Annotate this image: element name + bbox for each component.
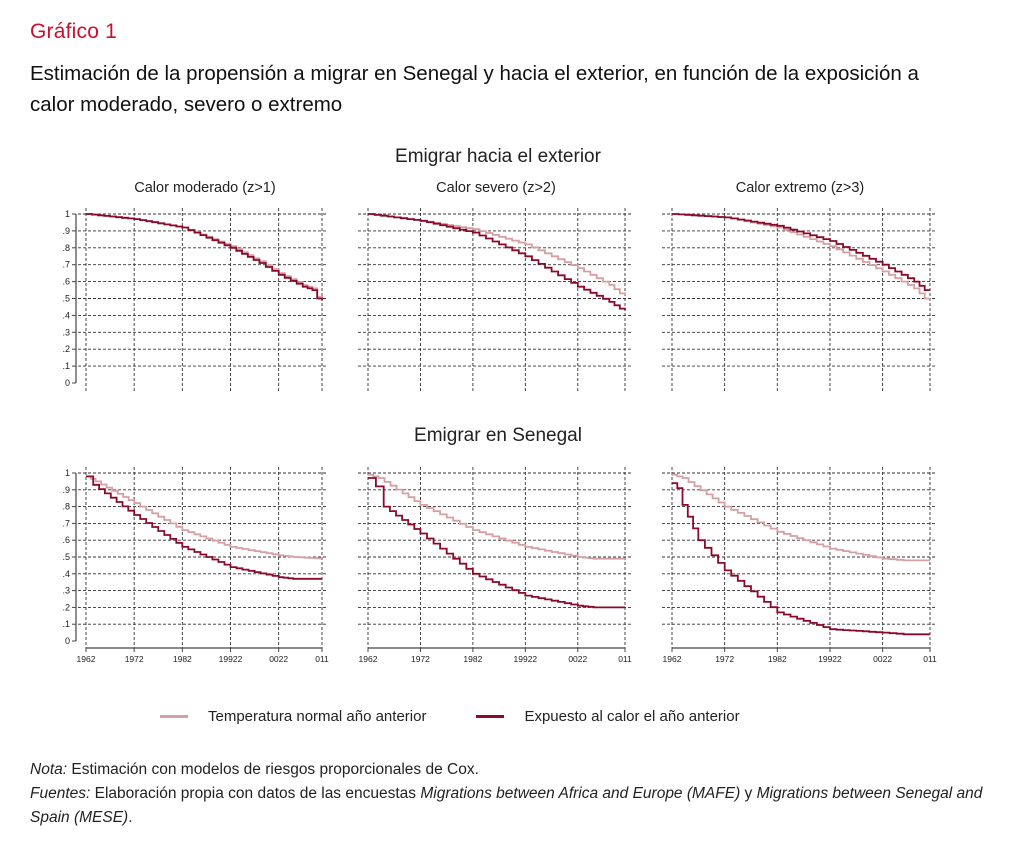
series-line-exposed	[368, 477, 625, 609]
series-line-normal	[672, 473, 930, 562]
sources-text: Elaboración propia con datos de las encu…	[90, 785, 421, 802]
legend-swatch-normal	[160, 715, 188, 718]
section-title-senegal: Emigrar en Senegal	[414, 425, 582, 446]
y-tick-label: .3	[62, 327, 70, 337]
legend-item-normal: Temperatura normal año anterior	[160, 708, 426, 725]
x-tick-label: 19922	[219, 654, 243, 664]
y-tick-label: 0	[65, 636, 70, 646]
series-line-normal	[86, 213, 323, 299]
section-title-exterior: Emigrar hacia el exterior	[395, 146, 601, 167]
note-line: Nota: Estimación con modelos de riesgos …	[30, 758, 990, 782]
y-tick-label: .9	[62, 226, 70, 236]
y-tick-label: .2	[62, 344, 70, 354]
x-tick-label: 0022	[269, 654, 288, 664]
y-tick-label: .7	[62, 518, 70, 528]
x-tick-label: 19922	[514, 654, 538, 664]
legend-label-normal: Temperatura normal año anterior	[208, 708, 427, 725]
x-tick-label: 1982	[768, 654, 787, 664]
panel-title-extreme: Calor extremo (z>3)	[735, 180, 865, 196]
sources-line: Fuentes: Elaboración propia con datos de…	[30, 782, 990, 830]
series-line-normal	[368, 473, 625, 560]
figure-number: Gráfico 1	[30, 20, 117, 43]
sources-text: y	[740, 785, 757, 802]
panel-title-moderate: Calor moderado (z>1)	[134, 180, 276, 196]
x-tick-label: 1962	[77, 654, 96, 664]
y-tick-label: .1	[62, 619, 70, 629]
x-tick-label: 1972	[715, 654, 734, 664]
x-tick-label: 1972	[125, 654, 144, 664]
y-tick-label: .8	[62, 243, 70, 253]
series-line-normal	[368, 213, 626, 296]
x-tick-label: 0022	[568, 654, 587, 664]
note-label: Nota:	[30, 761, 68, 778]
legend: Temperatura normal año anterior Expuesto…	[160, 708, 790, 725]
series-line-normal	[86, 475, 323, 560]
y-tick-label: .3	[62, 586, 70, 596]
sources-survey-mafe: Migrations between Africa and Europe (MA…	[420, 785, 741, 802]
x-tick-label: 1982	[463, 654, 482, 664]
legend-label-exposed: Expuesto al calor el año anterior	[524, 708, 740, 725]
figure-title: Estimación de la propensión a migrar en …	[30, 62, 919, 116]
y-tick-label: .7	[62, 260, 70, 270]
sources-text: .	[128, 809, 133, 826]
legend-item-exposed: Expuesto al calor el año anterior	[476, 708, 740, 725]
sources-label: Fuentes:	[30, 785, 91, 802]
note-text: Estimación con modelos de riesgos propor…	[67, 761, 479, 778]
y-tick-label: .2	[62, 602, 70, 612]
y-tick-label: .5	[62, 552, 70, 562]
y-tick-label: .6	[62, 277, 70, 287]
notes: Nota: Estimación con modelos de riesgos …	[30, 758, 990, 830]
y-tick-label: 1	[65, 468, 70, 478]
x-tick-label: 011	[315, 654, 329, 664]
series-line-exposed	[672, 213, 930, 291]
series-line-exposed	[86, 475, 322, 580]
y-tick-label: .8	[62, 502, 70, 512]
y-tick-label: .4	[62, 310, 70, 320]
x-tick-label: 0022	[873, 654, 892, 664]
y-tick-label: .1	[62, 361, 70, 371]
y-tick-label: 1	[65, 209, 70, 219]
y-tick-label: .4	[62, 569, 70, 579]
x-tick-label: 1962	[663, 654, 682, 664]
y-tick-label: 0	[65, 378, 70, 388]
series-line-exposed	[672, 482, 930, 636]
x-tick-label: 1982	[173, 654, 192, 664]
y-tick-label: .6	[62, 535, 70, 545]
sources-survey-mese: Migrations between Senegal and Spain (ME…	[30, 785, 983, 826]
x-tick-label: 1962	[359, 654, 378, 664]
panel-title-severe: Calor severo (z>2)	[436, 180, 556, 196]
x-tick-label: 011	[923, 654, 937, 664]
x-tick-label: 19922	[818, 654, 842, 664]
series-line-exposed	[368, 213, 626, 311]
y-tick-label: .5	[62, 294, 70, 304]
series-line-normal	[672, 213, 930, 300]
y-tick-label: .9	[62, 485, 70, 495]
series-line-exposed	[86, 213, 323, 301]
x-tick-label: 1972	[411, 654, 430, 664]
legend-swatch-exposed	[476, 715, 505, 718]
x-tick-label: 011	[618, 654, 632, 664]
